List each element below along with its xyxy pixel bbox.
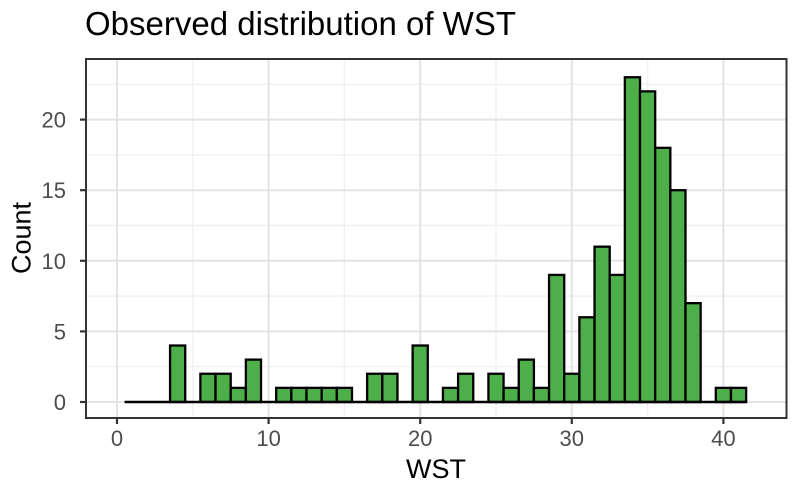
histogram-bar [608, 273, 627, 404]
histogram-bar [305, 386, 323, 404]
histogram-bar [199, 372, 217, 404]
histogram-bar [168, 344, 187, 404]
histogram-bar [578, 316, 596, 404]
histogram-bar [275, 386, 293, 404]
y-axis-title: Count [6, 201, 37, 275]
y-tick-label: 0 [54, 390, 66, 415]
histogram-bar [229, 386, 248, 404]
histogram-bar [487, 372, 505, 404]
histogram-bar [365, 372, 384, 404]
histogram-bar [729, 386, 748, 404]
histogram-bar [547, 273, 566, 404]
y-tick-label: 15 [42, 178, 66, 203]
x-tick-label: 30 [560, 426, 584, 451]
x-axis-title: WST [406, 454, 466, 484]
histogram-bar [593, 245, 611, 404]
histogram-bar [290, 386, 308, 404]
histogram-bar [684, 302, 702, 404]
y-tick-label: 20 [42, 108, 66, 133]
x-tick-label: 40 [711, 426, 735, 451]
histogram-bar [411, 344, 429, 404]
chart-title: Observed distribution of WST [85, 5, 516, 42]
histogram-bar [214, 372, 232, 404]
histogram-bar [320, 386, 338, 404]
y-tick-label: 10 [42, 249, 66, 274]
histogram-bar [502, 386, 520, 404]
y-tick-label: 5 [54, 319, 66, 344]
x-tick-label: 0 [111, 426, 123, 451]
histogram-bar [532, 386, 551, 404]
histogram-bar [714, 386, 733, 404]
histogram-bar [654, 146, 672, 404]
panel-border [85, 58, 788, 419]
histogram-bar [669, 189, 687, 404]
x-tick-label: 20 [408, 426, 432, 451]
histogram-bar [517, 358, 536, 404]
histogram-bar [335, 386, 354, 404]
histogram-bar [638, 90, 657, 404]
histogram-bar [381, 372, 399, 404]
histogram-bar [563, 372, 581, 404]
histogram-bar [441, 386, 460, 404]
x-tick-label: 10 [256, 426, 280, 451]
histogram-bar [244, 358, 263, 404]
histogram-bar [623, 76, 642, 404]
histogram-bar [456, 372, 475, 404]
